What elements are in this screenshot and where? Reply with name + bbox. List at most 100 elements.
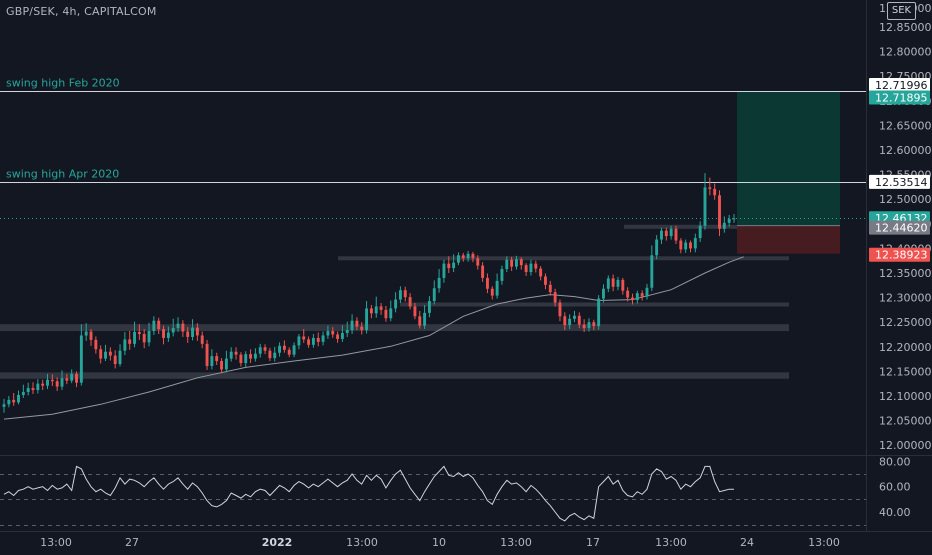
candle <box>210 349 214 370</box>
candle-body <box>485 277 489 289</box>
rsi-tick-label: 40.00 <box>879 506 911 519</box>
candle <box>200 331 204 349</box>
candle-body <box>573 315 576 319</box>
candle <box>157 317 161 334</box>
candle <box>137 324 141 340</box>
candle <box>713 183 717 200</box>
candle-body <box>481 265 485 278</box>
candle-body <box>195 327 199 336</box>
candle <box>215 352 219 365</box>
candle <box>369 304 373 319</box>
price-tick-label: 12.85000 <box>879 21 932 34</box>
candle-body <box>703 187 707 226</box>
candle <box>519 257 523 270</box>
candle-body <box>191 327 194 337</box>
candle-body <box>490 288 494 296</box>
candle <box>582 319 586 333</box>
candle-body <box>65 378 69 381</box>
candle-body <box>75 373 78 383</box>
candle <box>655 235 659 260</box>
price-label-box <box>869 220 930 235</box>
candle <box>31 382 35 395</box>
candle-body <box>326 331 330 336</box>
time-tick-label: 24 <box>740 536 754 549</box>
candle <box>631 293 634 305</box>
currency-badge[interactable]: SEK <box>887 2 916 20</box>
candle-body <box>563 316 567 326</box>
candle-body <box>55 381 59 387</box>
candle <box>336 331 340 343</box>
candle-body <box>369 308 373 314</box>
candle <box>437 269 441 293</box>
candle-body <box>505 259 509 270</box>
candle <box>316 332 320 347</box>
candle-body <box>282 345 286 350</box>
candle <box>384 305 388 322</box>
candle <box>718 190 721 237</box>
candle <box>544 273 547 290</box>
candle <box>515 255 518 270</box>
candle <box>258 343 262 358</box>
time-tick-label: 10 <box>432 536 446 549</box>
candle-body <box>524 265 528 273</box>
candle-body <box>268 350 272 359</box>
candle <box>282 340 286 353</box>
swing-high-label: swing high Apr 2020 <box>6 168 119 181</box>
candle-body <box>239 354 243 364</box>
candle-body <box>577 315 581 325</box>
candle <box>340 325 344 342</box>
candle-body <box>732 218 736 220</box>
candle <box>476 255 480 270</box>
candle-body <box>176 323 180 329</box>
candle-body <box>442 263 446 278</box>
price-tick-label: 12.50000 <box>879 193 932 206</box>
candle <box>660 227 663 244</box>
candle <box>563 312 567 331</box>
candle-body <box>128 339 132 344</box>
candle <box>229 347 233 362</box>
candle <box>461 252 465 262</box>
candle <box>220 358 223 374</box>
candle-body <box>108 351 112 356</box>
candle-body <box>50 379 54 382</box>
candle <box>679 238 683 254</box>
time-tick-label: 13:00 <box>808 536 840 549</box>
candle-body <box>147 331 151 343</box>
candle <box>94 336 98 354</box>
candle-body <box>220 361 223 370</box>
candle-body <box>278 345 282 353</box>
candle <box>722 216 726 233</box>
candle <box>186 327 190 343</box>
price-label: 12.44620 <box>875 222 928 235</box>
candle <box>698 221 702 243</box>
candle <box>485 273 489 294</box>
candle-body <box>26 388 30 393</box>
candle <box>162 325 165 345</box>
candle <box>379 303 383 315</box>
candle-body <box>413 306 417 317</box>
candle <box>500 265 504 285</box>
candle-body <box>374 306 378 314</box>
candle <box>447 256 451 273</box>
price-tick-label: 12.65000 <box>879 119 932 132</box>
candle-body <box>427 301 431 313</box>
candle <box>292 342 296 358</box>
candle <box>490 286 494 300</box>
candle-body <box>553 292 557 303</box>
candle-body <box>302 336 306 340</box>
candle <box>118 344 122 367</box>
candle <box>191 319 194 341</box>
candle <box>263 344 267 355</box>
candle <box>495 273 499 299</box>
candle <box>7 395 11 408</box>
candle-body <box>669 228 673 237</box>
candle <box>142 329 146 349</box>
candle <box>394 292 398 313</box>
candle <box>456 252 460 266</box>
candle <box>311 333 315 348</box>
candle-body <box>389 308 393 319</box>
symbol-title[interactable]: GBP/SEK, 4h, CAPITALCOM <box>6 5 157 18</box>
candle <box>524 263 528 276</box>
candle-body <box>273 352 277 359</box>
